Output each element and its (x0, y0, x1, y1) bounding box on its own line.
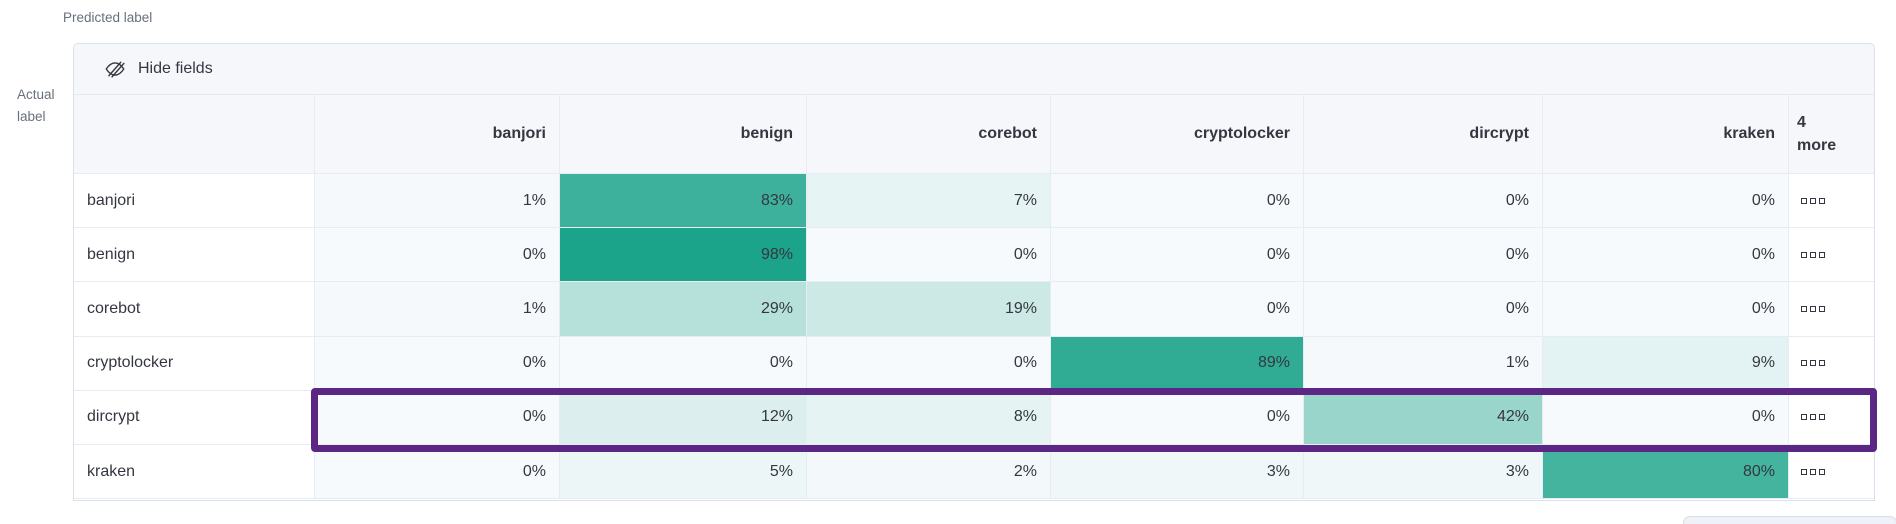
cell-banjori-dircrypt: 0% (1304, 174, 1543, 229)
column-header-benign[interactable]: benign (560, 95, 807, 174)
more-columns-cell-benign[interactable] (1789, 228, 1874, 283)
boxes-horizontal-icon (1801, 468, 1825, 475)
cell-kraken-kraken: 80% (1543, 444, 1789, 500)
cell-kraken-banjori: 0% (315, 444, 560, 500)
cell-kraken-corebot: 2% (807, 444, 1051, 500)
cell-kraken-benign: 5% (560, 444, 807, 500)
cell-benign-dircrypt: 0% (1304, 228, 1543, 283)
header-corner-cell (74, 95, 315, 174)
boxes-horizontal-icon (1801, 360, 1825, 367)
cell-dircrypt-dircrypt: 42% (1304, 390, 1543, 445)
more-columns-header[interactable]: 4 more (1789, 95, 1874, 174)
row-label-benign: benign (74, 228, 315, 283)
more-columns-cell-cryptolocker[interactable] (1789, 336, 1874, 391)
cell-banjori-kraken: 0% (1543, 174, 1789, 229)
row-label-banjori: banjori (74, 174, 315, 229)
more-columns-cell-corebot[interactable] (1789, 282, 1874, 337)
cell-benign-kraken: 0% (1543, 228, 1789, 283)
cell-benign-corebot: 0% (807, 228, 1051, 283)
boxes-horizontal-icon (1801, 414, 1825, 421)
column-header-cryptolocker[interactable]: cryptolocker (1051, 95, 1304, 174)
cell-corebot-benign: 29% (560, 282, 807, 337)
row-label-corebot: corebot (74, 282, 315, 337)
cell-banjori-cryptolocker: 0% (1051, 174, 1304, 229)
cell-banjori-banjori: 1% (315, 174, 560, 229)
eye-closed-icon (105, 59, 125, 79)
cell-kraken-cryptolocker: 3% (1051, 444, 1304, 500)
cell-kraken-dircrypt: 3% (1304, 444, 1543, 500)
cell-corebot-banjori: 1% (315, 282, 560, 337)
cell-dircrypt-corebot: 8% (807, 390, 1051, 445)
cell-dircrypt-kraken: 0% (1543, 390, 1789, 445)
row-label-kraken: kraken (74, 444, 315, 500)
column-header-kraken[interactable]: kraken (1543, 95, 1789, 174)
hide-fields-label: Hide fields (138, 60, 213, 77)
column-header-dircrypt[interactable]: dircrypt (1304, 95, 1543, 174)
cell-corebot-corebot: 19% (807, 282, 1051, 337)
cell-cryptolocker-benign: 0% (560, 336, 807, 391)
cell-corebot-kraken: 0% (1543, 282, 1789, 337)
actual-label-axis-title: Actual label (17, 87, 55, 124)
cell-banjori-corebot: 7% (807, 174, 1051, 229)
cell-benign-cryptolocker: 0% (1051, 228, 1304, 283)
cell-dircrypt-banjori: 0% (315, 390, 560, 445)
cell-cryptolocker-kraken: 9% (1543, 336, 1789, 391)
cell-corebot-dircrypt: 0% (1304, 282, 1543, 337)
more-columns-cell-dircrypt[interactable] (1789, 390, 1874, 445)
cell-dircrypt-benign: 12% (560, 390, 807, 445)
cell-banjori-benign: 83% (560, 174, 807, 229)
cell-benign-banjori: 0% (315, 228, 560, 283)
confusion-matrix-panel: Hide fields banjori benign corebot cryptolo… (73, 43, 1875, 501)
predicted-label-axis-title: Predicted label (63, 10, 153, 25)
boxes-horizontal-icon (1801, 305, 1825, 312)
boxes-horizontal-icon (1801, 251, 1825, 258)
cell-cryptolocker-corebot: 0% (807, 336, 1051, 391)
column-header-banjori[interactable]: banjori (315, 95, 560, 174)
bottom-right-cropped-element[interactable] (1683, 516, 1896, 524)
boxes-horizontal-icon (1801, 197, 1825, 204)
cell-benign-benign: 98% (560, 228, 807, 283)
cell-cryptolocker-banjori: 0% (315, 336, 560, 391)
more-columns-cell-banjori[interactable] (1789, 174, 1874, 229)
more-columns-cell-kraken[interactable] (1789, 444, 1874, 500)
row-label-cryptolocker: cryptolocker (74, 336, 315, 391)
row-label-dircrypt: dircrypt (74, 390, 315, 445)
confusion-matrix-grid: banjori benign corebot cryptolocker dircrypt… (74, 95, 1874, 500)
column-header-corebot[interactable]: corebot (807, 95, 1051, 174)
cell-corebot-cryptolocker: 0% (1051, 282, 1304, 337)
cell-dircrypt-cryptolocker: 0% (1051, 390, 1304, 445)
hide-fields-button[interactable]: Hide fields (74, 44, 1874, 95)
cell-cryptolocker-dircrypt: 1% (1304, 336, 1543, 391)
cell-cryptolocker-cryptolocker: 89% (1051, 336, 1304, 391)
